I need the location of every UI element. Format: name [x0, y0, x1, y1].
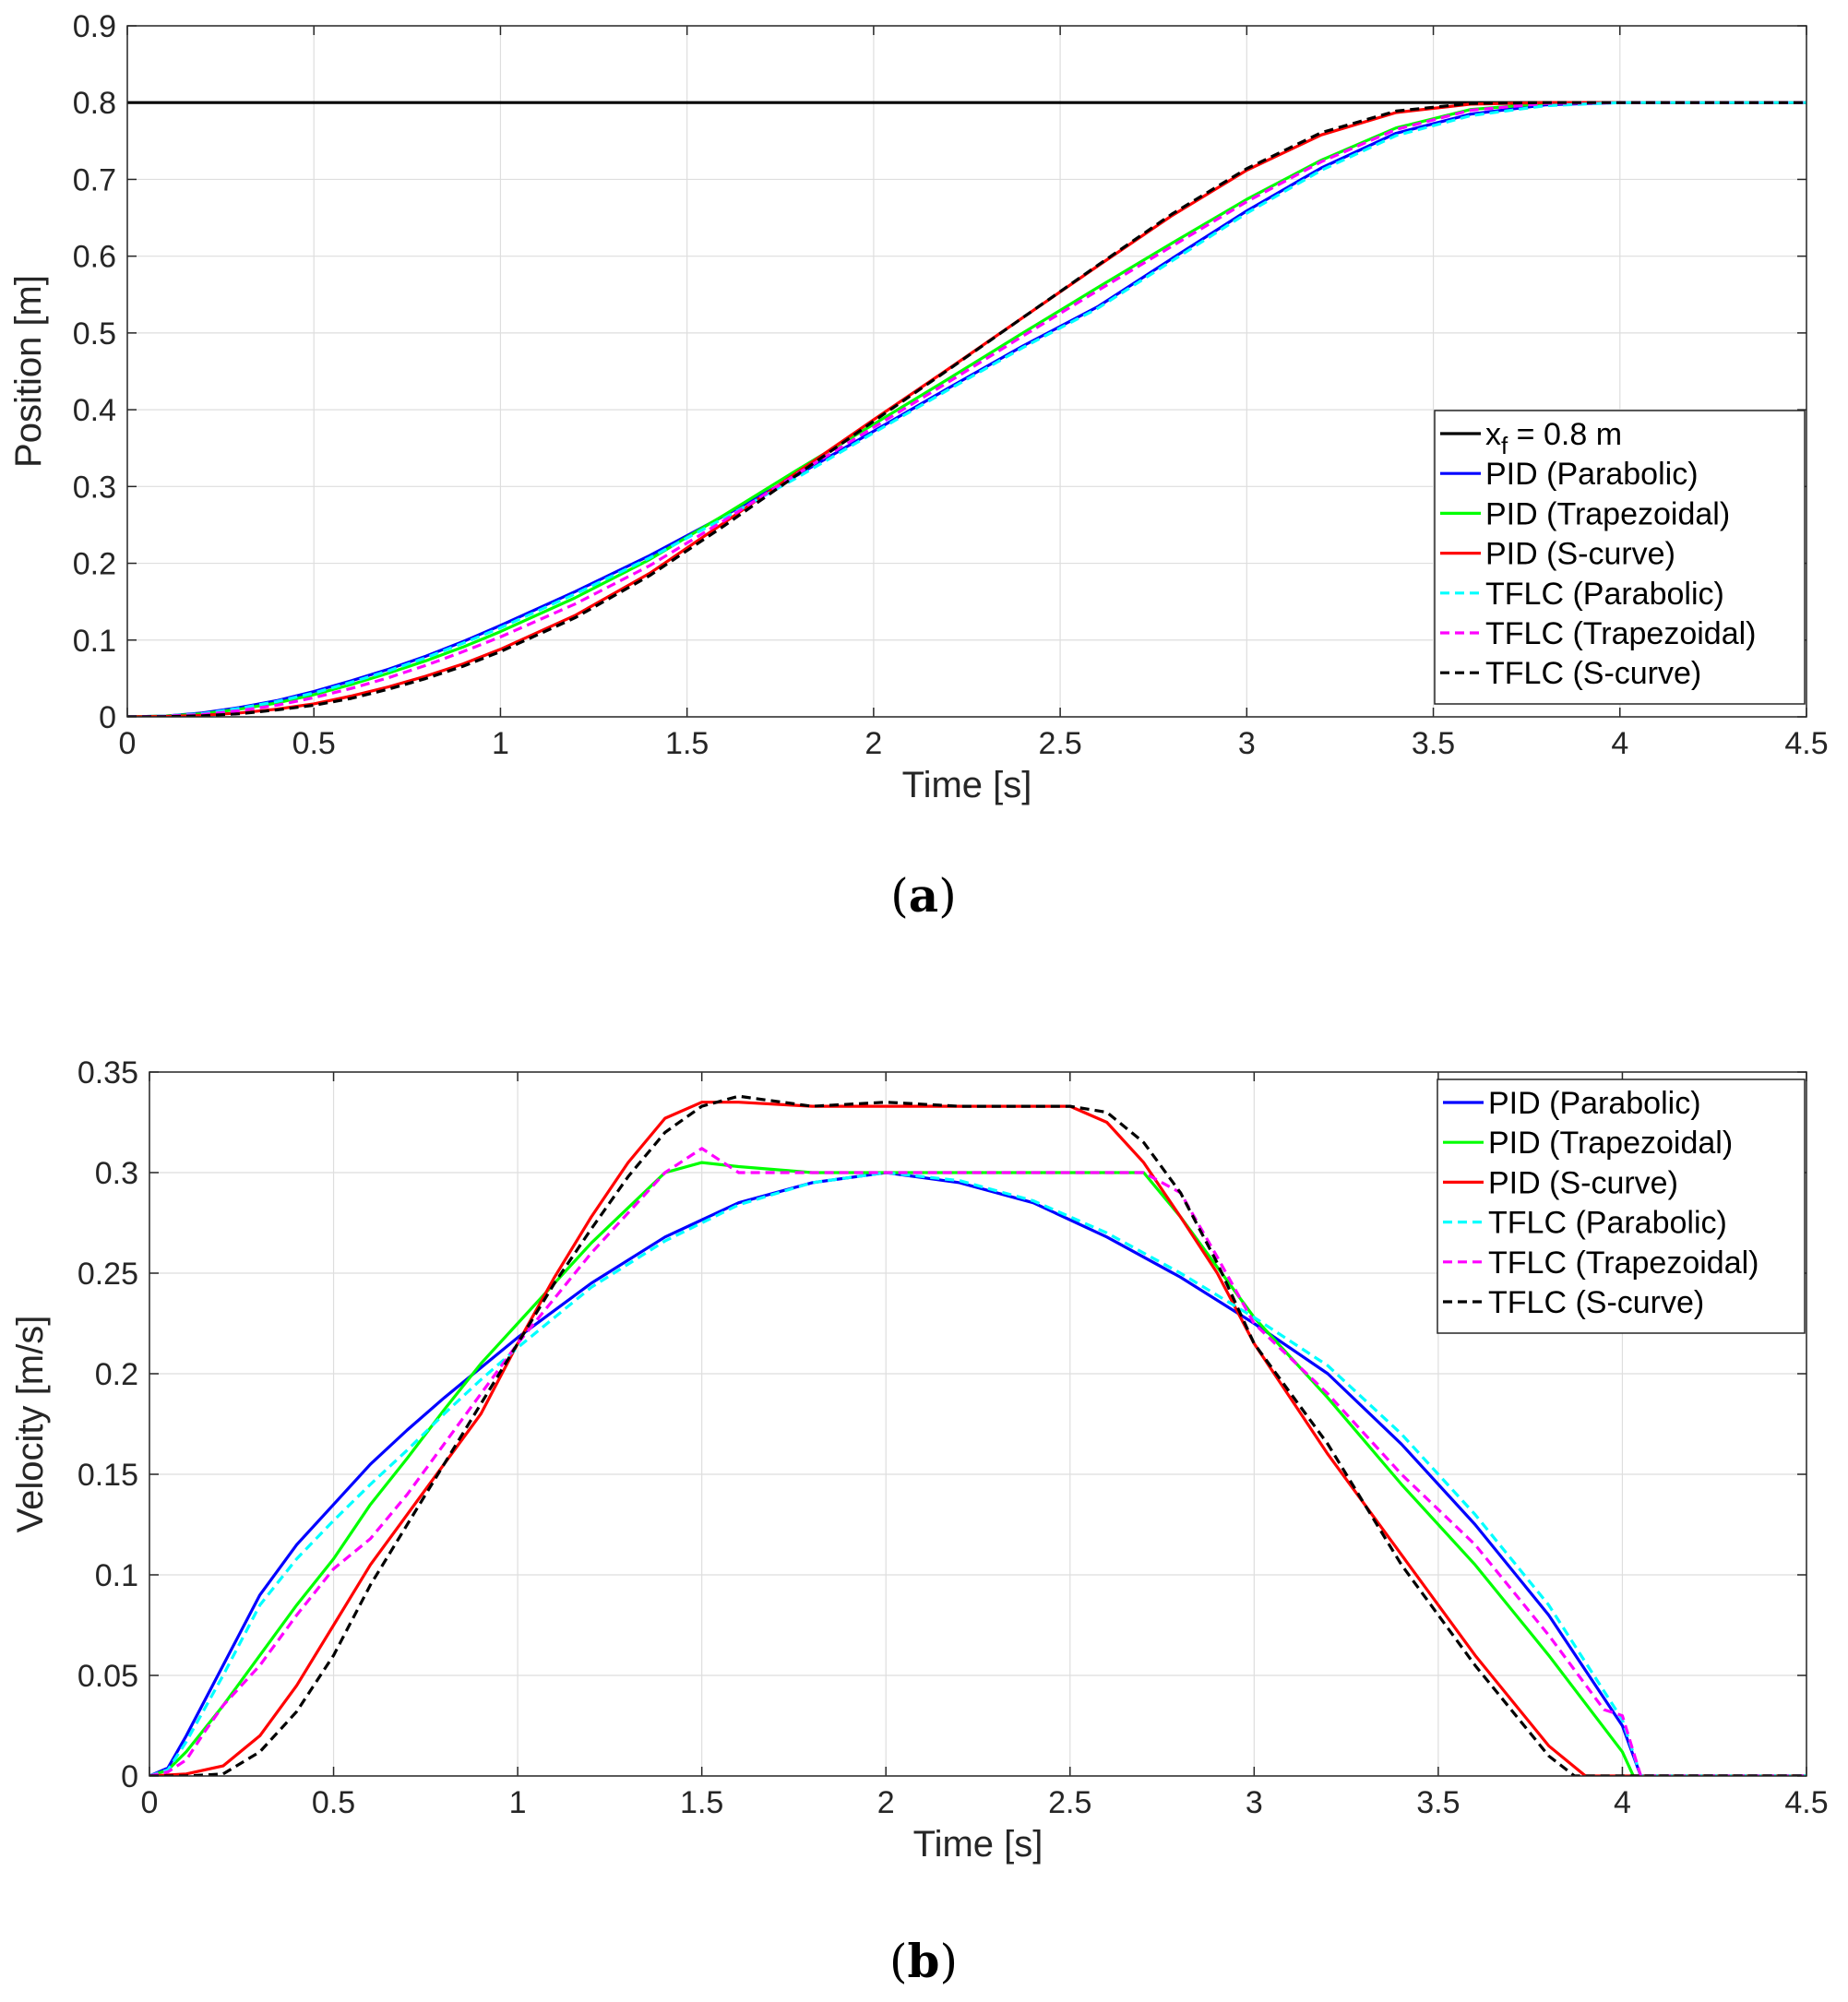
- x-tick-label: 1: [492, 726, 509, 761]
- series-line-tflc-parabolic: [149, 1171, 1806, 1776]
- x-tick-label: 1: [509, 1785, 527, 1820]
- caption-letter: b: [908, 1934, 940, 1988]
- legend-label-subscript: f: [1501, 432, 1508, 459]
- series-line-tflc-trapezoidal: [127, 101, 1806, 717]
- x-tick-label: 0.5: [312, 1785, 355, 1820]
- legend-label: TFLC (Parabolic): [1488, 1206, 1727, 1241]
- y-tick-label: 0.35: [77, 1055, 138, 1090]
- series-line-pid-trapezoidal: [149, 1161, 1806, 1776]
- x-tick-label: 4.5: [1784, 726, 1828, 761]
- x-axis-label: Time [s]: [913, 1824, 1043, 1865]
- legend-label: PID (Parabolic): [1488, 1086, 1701, 1121]
- x-tick-label: 0: [119, 726, 137, 761]
- y-tick-label: 0.2: [73, 547, 116, 582]
- series-line-tflc-s-curve: [127, 101, 1806, 717]
- legend-label: TFLC (S-curve): [1488, 1285, 1704, 1320]
- y-tick-labels: 0 0.05 0.1 0.15 0.2 0.25 0.3 0.35: [77, 1055, 138, 1794]
- legend-box: [1437, 1078, 1806, 1334]
- x-tick-label: 2.5: [1038, 726, 1081, 761]
- y-axis-label: Position [m]: [8, 275, 49, 468]
- series-line-pid-s-curve: [149, 1101, 1806, 1776]
- legend-label: PID (S-curve): [1488, 1165, 1678, 1200]
- x-tick-label: 1.5: [680, 1785, 723, 1820]
- y-tick-label: 0.3: [95, 1156, 138, 1191]
- x-tick-label: 3: [1238, 726, 1256, 761]
- x-tick-labels: 0 0.5 1 1.5 2 2.5 3 3.5 4 4.5: [141, 1785, 1829, 1820]
- y-tick-label: 0.25: [77, 1257, 138, 1292]
- x-tick-label: 3: [1246, 1785, 1263, 1820]
- x-axis-label: Time [s]: [902, 765, 1032, 805]
- plot-series: [149, 1094, 1806, 1776]
- y-tick-label: 0.9: [73, 9, 116, 44]
- caption-a: (a): [890, 868, 956, 923]
- x-tick-label: 1.5: [665, 726, 709, 761]
- legend-box: [1434, 410, 1806, 705]
- x-tick-label: 2: [877, 1785, 895, 1820]
- y-tick-label: 0.15: [77, 1458, 138, 1493]
- legend-label-base: x: [1485, 417, 1501, 452]
- y-tick-label: 0.2: [95, 1357, 138, 1392]
- legend-label: xf = 0.8 m: [1485, 417, 1622, 459]
- legend-label: TFLC (Trapezoidal): [1488, 1245, 1759, 1281]
- y-tick-label: 0.5: [73, 316, 116, 352]
- y-tick-label: 0.4: [73, 393, 116, 428]
- y-tick-label: 0.7: [73, 162, 116, 197]
- series-line-tflc-parabolic: [127, 101, 1806, 717]
- series-line-tflc-trapezoidal: [149, 1147, 1806, 1776]
- y-tick-label: 0: [121, 1759, 138, 1794]
- series-group: [149, 1094, 1806, 1776]
- legend-label: TFLC (Parabolic): [1485, 577, 1724, 612]
- velocity-chart: 0 0.5 1 1.5 2 2.5 3 3.5 4 4.5 0 0.05 0.1 0.15 0.2 0.25…: [10, 1055, 1829, 1988]
- legend-label: PID (S-curve): [1485, 537, 1675, 572]
- series-group: [127, 101, 1806, 717]
- legend-label: TFLC (S-curve): [1485, 656, 1701, 691]
- y-axis-label: Velocity [m/s]: [10, 1316, 51, 1533]
- position-chart: 0 0.5 1 1.5 2 2.5 3 3.5 4 4.5 0 0.1 0.2 0.3 0.4 0.5 0.6…: [8, 9, 1829, 923]
- legend-label: PID (Parabolic): [1485, 457, 1699, 492]
- x-tick-label: 3.5: [1412, 726, 1455, 761]
- y-tick-label: 0: [99, 700, 116, 735]
- x-tick-label: 3.5: [1416, 1785, 1460, 1820]
- y-tick-label: 0.3: [73, 470, 116, 505]
- axes-frame: [149, 1071, 1807, 1777]
- plot-series: [127, 101, 1806, 717]
- y-tick-label: 0.8: [73, 86, 116, 121]
- caption-b: (b): [889, 1934, 958, 1988]
- legend-label: TFLC (Trapezoidal): [1485, 616, 1756, 651]
- x-tick-label: 4: [1611, 726, 1628, 761]
- series-line-pid-s-curve: [127, 101, 1806, 717]
- x-tick-label: 2.5: [1048, 1785, 1091, 1820]
- x-tick-label: 4.5: [1784, 1785, 1828, 1820]
- x-tick-label: 0: [141, 1785, 159, 1820]
- y-tick-label: 0.1: [73, 624, 116, 659]
- y-tick-label: 0.05: [77, 1659, 138, 1694]
- series-line-tflc-s-curve: [149, 1094, 1806, 1776]
- legend-label: PID (Trapezoidal): [1485, 496, 1730, 531]
- legend: PID (Parabolic) PID (Trapezoidal) PID (S-c…: [1437, 1078, 1806, 1334]
- x-tick-label: 4: [1614, 1785, 1631, 1820]
- y-tick-label: 0.1: [95, 1558, 138, 1593]
- legend-label-rest: = 0.8 m: [1508, 417, 1622, 452]
- x-tick-labels: 0 0.5 1 1.5 2 2.5 3 3.5 4 4.5: [119, 726, 1829, 761]
- x-tick-label: 0.5: [292, 726, 336, 761]
- y-tick-labels: 0 0.1 0.2 0.3 0.4 0.5 0.6 0.7 0.8 0.9: [73, 9, 116, 735]
- caption-letter: a: [909, 868, 938, 923]
- axes-frame: [126, 25, 1807, 718]
- y-tick-label: 0.6: [73, 240, 116, 275]
- x-tick-label: 2: [864, 726, 882, 761]
- legend-label: PID (Trapezoidal): [1488, 1126, 1733, 1161]
- series-line-pid-parabolic: [149, 1171, 1806, 1776]
